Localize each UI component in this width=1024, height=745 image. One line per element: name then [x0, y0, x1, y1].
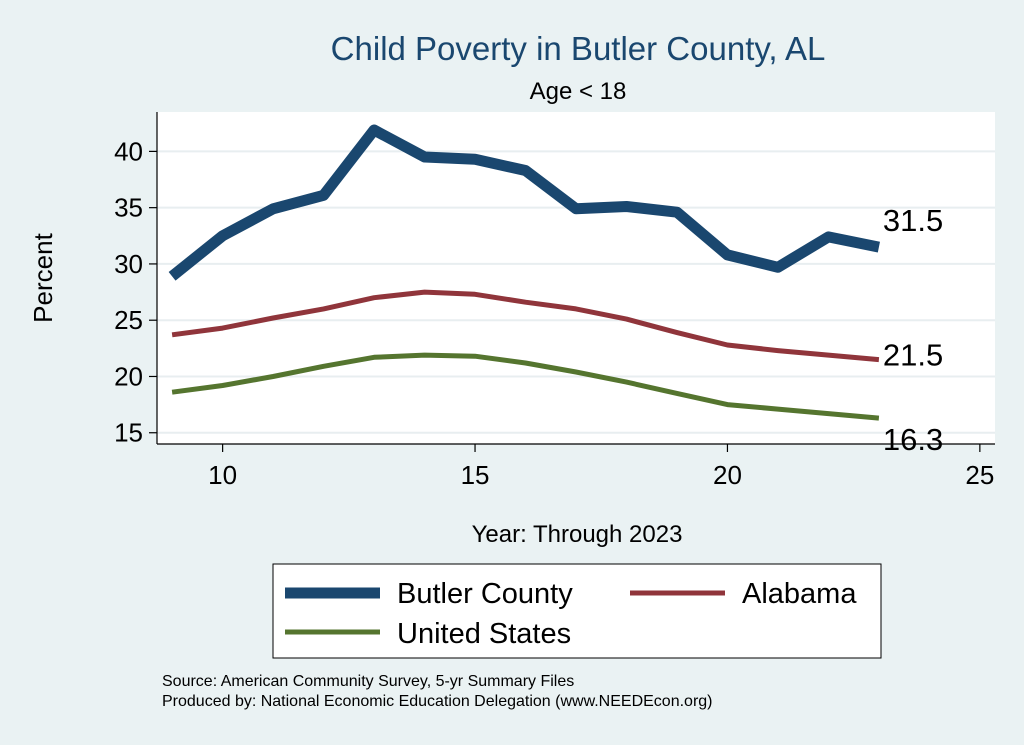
plot-area: 31.5 21.5 16.3	[157, 112, 995, 457]
legend-item-alabama: Alabama	[630, 578, 857, 610]
series-line-alabama	[171, 289, 880, 363]
end-labels: 31.5 21.5 16.3	[883, 203, 943, 457]
y-tick-label-40: 40	[114, 136, 143, 166]
plot-background	[157, 112, 995, 444]
y-tick-label-35: 35	[114, 193, 143, 223]
series-line-butler-county	[168, 124, 880, 281]
legend-label-united-states: United States	[397, 618, 571, 650]
source-note: Source: American Community Survey, 5-yr …	[162, 673, 575, 690]
x-tick-label-15: 15	[461, 460, 490, 490]
axes: 15 20 25 30 35 40 10 15 20 25	[114, 112, 995, 490]
x-tick-label-20: 20	[713, 460, 742, 490]
series-lines	[168, 124, 880, 421]
end-label-alabama: 21.5	[883, 338, 943, 373]
produced-by-note: Produced by: National Economic Education…	[162, 693, 713, 710]
y-tick-label-30: 30	[114, 249, 143, 279]
x-axis-label: Year: Through 2023	[472, 521, 683, 548]
y-tick-label-20: 20	[114, 361, 143, 391]
y-axis-label: Percent	[28, 232, 58, 322]
y-axis: 15 20 25 30 35 40	[114, 112, 158, 448]
series-line-united-states	[171, 352, 880, 421]
chart-subtitle: Age < 18	[530, 78, 627, 105]
legend-box	[272, 563, 882, 659]
y-tick-label-15: 15	[114, 418, 143, 448]
legend: Butler County Alabama United States	[272, 563, 882, 659]
end-label-united-states: 16.3	[883, 422, 943, 457]
legend-item-butler-county: Butler County	[285, 578, 573, 610]
legend-label-butler-county: Butler County	[397, 578, 573, 610]
end-label-butler-county: 31.5	[883, 203, 943, 238]
legend-label-alabama: Alabama	[742, 578, 857, 610]
chart-title: Child Poverty in Butler County, AL	[331, 30, 826, 67]
x-tick-label-25: 25	[965, 460, 994, 490]
x-tick-label-10: 10	[208, 460, 237, 490]
legend-item-united-states: United States	[285, 618, 571, 650]
y-tick-label-25: 25	[114, 305, 143, 335]
x-axis: 10 15 20 25	[157, 443, 995, 490]
